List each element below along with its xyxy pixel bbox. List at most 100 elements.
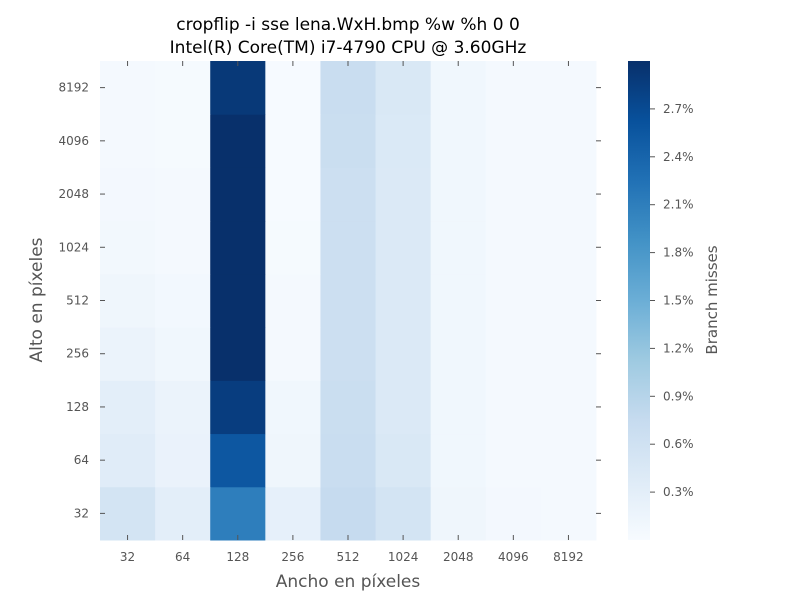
x-tick-label: 128	[226, 550, 249, 564]
heatmap-cell	[100, 167, 156, 222]
colorbar-tick-label: 1.2%	[663, 341, 694, 355]
colorbar-tick-label: 0.6%	[663, 437, 694, 451]
heatmap-cell	[155, 220, 211, 275]
heatmap-cell	[100, 433, 156, 488]
heatmap-cell	[320, 114, 377, 168]
heatmap-cell	[430, 220, 487, 275]
heatmap-cell	[100, 380, 156, 435]
heatmap-cell	[155, 380, 211, 435]
heatmap-cell	[375, 486, 432, 541]
x-axis-ticks: 32 64 128 256 512 1024 2048 4096 8192	[120, 61, 584, 564]
heatmap-cell	[265, 114, 321, 168]
x-tick-label: 8192	[553, 550, 584, 564]
heatmap-cell	[265, 167, 321, 222]
heatmap-cell	[210, 327, 266, 381]
x-tick-label: 32	[120, 550, 135, 564]
heatmap-cell	[485, 486, 542, 541]
colorbar-ticks: 0.3% 0.6% 0.9% 1.2% 1.5% 1.8% 2.1% 2.4% 2.7%	[650, 102, 694, 499]
y-tick-label: 8192	[58, 81, 89, 95]
y-tick-label: 32	[74, 506, 89, 520]
y-tick-label: 2048	[58, 187, 89, 201]
heatmap-cell	[100, 327, 156, 381]
heatmap-cell	[485, 433, 542, 488]
heatmap-cell	[430, 61, 487, 115]
heatmap-cell	[430, 114, 487, 168]
heatmap-cell	[155, 327, 211, 381]
chart-subtitle: Intel(R) Core(TM) i7-4790 CPU @ 3.60GHz	[170, 38, 527, 58]
x-tick-label: 2048	[443, 550, 474, 564]
heatmap-cell	[210, 114, 266, 168]
heatmap-cell	[375, 220, 432, 275]
heatmap-cells	[100, 61, 597, 541]
heatmap-cell	[485, 273, 542, 328]
heatmap-cell	[485, 380, 542, 435]
colorbar-label: Branch misses	[703, 245, 721, 354]
y-axis-ticks: 32 64 128 256 512 1024 2048 4096 8192	[58, 81, 601, 520]
heatmap-cell	[540, 61, 597, 115]
heatmap-cell	[265, 327, 321, 381]
heatmap-cell	[210, 220, 266, 275]
heatmap-cell	[265, 433, 321, 488]
heatmap-cell	[375, 61, 432, 115]
heatmap-cell	[100, 273, 156, 328]
heatmap-cell	[100, 220, 156, 275]
heatmap-cell	[210, 486, 266, 541]
colorbar	[628, 61, 650, 540]
heatmap-cell	[485, 61, 542, 115]
heatmap-cell	[485, 114, 542, 168]
y-tick-label: 128	[66, 400, 89, 414]
colorbar-tick-label: 0.3%	[663, 485, 694, 499]
heatmap-cell	[320, 61, 377, 115]
heatmap-cell	[155, 486, 211, 541]
heatmap-cell	[100, 61, 156, 115]
heatmap-cell	[100, 486, 156, 541]
heatmap-cell	[375, 327, 432, 381]
heatmap-cell	[320, 486, 377, 541]
y-tick-label: 4096	[58, 134, 89, 148]
x-tick-label: 64	[175, 550, 190, 564]
y-tick-label: 512	[66, 294, 89, 308]
y-axis-label: Alto en píxeles	[27, 237, 47, 362]
y-tick-label: 256	[66, 347, 89, 361]
y-tick-label: 1024	[58, 240, 89, 254]
colorbar-tick-label: 2.7%	[663, 102, 694, 116]
heatmap-cell	[540, 433, 597, 488]
heatmap-cell	[155, 167, 211, 222]
heatmap-cell	[375, 114, 432, 168]
heatmap-cell	[430, 380, 487, 435]
heatmap-cell	[375, 273, 432, 328]
colorbar-tick-label: 1.5%	[663, 294, 694, 308]
x-axis-label: Ancho en píxeles	[276, 572, 421, 592]
heatmap-cell	[320, 433, 377, 488]
heatmap-cell	[210, 273, 266, 328]
heatmap-cell	[540, 380, 597, 435]
heatmap-cell	[210, 433, 266, 488]
colorbar-tick-label: 2.1%	[663, 198, 694, 212]
heatmap-cell	[155, 273, 211, 328]
heatmap-cell	[485, 220, 542, 275]
chart-title: cropflip -i sse lena.WxH.bmp %w %h 0 0	[176, 15, 520, 35]
heatmap-cell	[375, 433, 432, 488]
heatmap-cell	[100, 114, 156, 168]
heatmap-cell	[265, 273, 321, 328]
heatmap-cell	[375, 380, 432, 435]
colorbar-tick-label: 2.4%	[663, 150, 694, 164]
heatmap-cell	[320, 220, 377, 275]
heatmap-cell	[430, 167, 487, 222]
heatmap-cell	[155, 61, 211, 115]
heatmap-cell	[320, 380, 377, 435]
heatmap-cell	[485, 327, 542, 381]
x-tick-label: 512	[337, 550, 360, 564]
heatmap-cell	[540, 220, 597, 275]
colorbar-tick-label: 1.8%	[663, 246, 694, 260]
heatmap-cell	[540, 114, 597, 168]
heatmap-cell	[265, 220, 321, 275]
y-tick-label: 64	[74, 453, 89, 467]
colorbar-tick-label: 0.9%	[663, 389, 694, 403]
heatmap-cell	[265, 61, 321, 115]
heatmap-cell	[540, 486, 597, 541]
heatmap-cell	[210, 167, 266, 222]
heatmap-cell	[430, 486, 487, 541]
